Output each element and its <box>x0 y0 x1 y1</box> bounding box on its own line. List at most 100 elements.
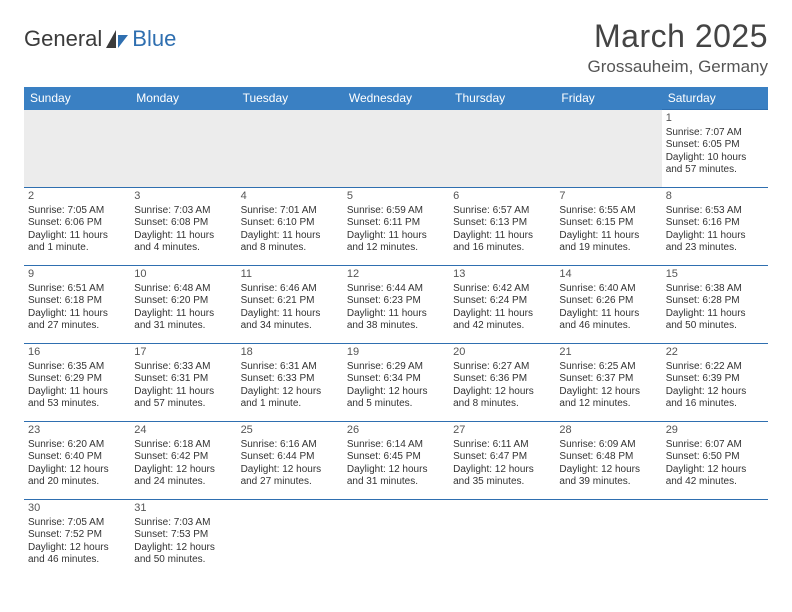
weekday-header: Friday <box>555 87 661 110</box>
logo: General Blue <box>24 26 176 52</box>
sunrise-text: Sunrise: 7:07 AM <box>666 127 764 140</box>
day-number: 4 <box>241 190 339 204</box>
daylight-text: Daylight: 11 hours and 16 minutes. <box>453 230 551 255</box>
sunrise-text: Sunrise: 6:25 AM <box>559 361 657 374</box>
sunrise-text: Sunrise: 6:11 AM <box>453 439 551 452</box>
day-number: 15 <box>666 268 764 282</box>
sunset-text: Sunset: 6:33 PM <box>241 373 339 386</box>
day-cell: 9Sunrise: 6:51 AMSunset: 6:18 PMDaylight… <box>24 266 130 344</box>
empty-cell <box>449 500 555 578</box>
sunset-text: Sunset: 6:42 PM <box>134 451 232 464</box>
sunrise-text: Sunrise: 6:33 AM <box>134 361 232 374</box>
sunrise-text: Sunrise: 6:42 AM <box>453 283 551 296</box>
calendar-row: 9Sunrise: 6:51 AMSunset: 6:18 PMDaylight… <box>24 266 768 344</box>
daylight-text: Daylight: 12 hours and 27 minutes. <box>241 464 339 489</box>
empty-cell <box>130 110 236 188</box>
daylight-text: Daylight: 12 hours and 50 minutes. <box>134 542 232 567</box>
day-number: 28 <box>559 424 657 438</box>
sunset-text: Sunset: 6:50 PM <box>666 451 764 464</box>
day-cell: 16Sunrise: 6:35 AMSunset: 6:29 PMDayligh… <box>24 344 130 422</box>
day-cell: 28Sunrise: 6:09 AMSunset: 6:48 PMDayligh… <box>555 422 661 500</box>
daylight-text: Daylight: 12 hours and 24 minutes. <box>134 464 232 489</box>
sunrise-text: Sunrise: 6:27 AM <box>453 361 551 374</box>
day-cell: 26Sunrise: 6:14 AMSunset: 6:45 PMDayligh… <box>343 422 449 500</box>
empty-cell <box>343 110 449 188</box>
day-cell: 4Sunrise: 7:01 AMSunset: 6:10 PMDaylight… <box>237 188 343 266</box>
day-cell: 17Sunrise: 6:33 AMSunset: 6:31 PMDayligh… <box>130 344 236 422</box>
day-cell: 27Sunrise: 6:11 AMSunset: 6:47 PMDayligh… <box>449 422 555 500</box>
day-cell: 18Sunrise: 6:31 AMSunset: 6:33 PMDayligh… <box>237 344 343 422</box>
sunrise-text: Sunrise: 6:59 AM <box>347 205 445 218</box>
empty-cell <box>237 500 343 578</box>
day-number: 19 <box>347 346 445 360</box>
day-cell: 24Sunrise: 6:18 AMSunset: 6:42 PMDayligh… <box>130 422 236 500</box>
empty-cell <box>24 110 130 188</box>
sunset-text: Sunset: 6:28 PM <box>666 295 764 308</box>
empty-cell <box>449 110 555 188</box>
day-number: 27 <box>453 424 551 438</box>
day-cell: 21Sunrise: 6:25 AMSunset: 6:37 PMDayligh… <box>555 344 661 422</box>
daylight-text: Daylight: 12 hours and 8 minutes. <box>453 386 551 411</box>
day-cell: 7Sunrise: 6:55 AMSunset: 6:15 PMDaylight… <box>555 188 661 266</box>
calendar-row: 2Sunrise: 7:05 AMSunset: 6:06 PMDaylight… <box>24 188 768 266</box>
sunset-text: Sunset: 7:52 PM <box>28 529 126 542</box>
sunset-text: Sunset: 6:34 PM <box>347 373 445 386</box>
sunrise-text: Sunrise: 6:46 AM <box>241 283 339 296</box>
header: General Blue March 2025 Grossauheim, Ger… <box>24 18 768 77</box>
empty-cell <box>555 110 661 188</box>
weekday-header: Sunday <box>24 87 130 110</box>
sunrise-text: Sunrise: 6:40 AM <box>559 283 657 296</box>
sunset-text: Sunset: 6:16 PM <box>666 217 764 230</box>
calendar-table: SundayMondayTuesdayWednesdayThursdayFrid… <box>24 87 768 578</box>
day-cell: 19Sunrise: 6:29 AMSunset: 6:34 PMDayligh… <box>343 344 449 422</box>
sunrise-text: Sunrise: 6:55 AM <box>559 205 657 218</box>
location-label: Grossauheim, Germany <box>588 57 768 77</box>
sunset-text: Sunset: 6:45 PM <box>347 451 445 464</box>
day-cell: 23Sunrise: 6:20 AMSunset: 6:40 PMDayligh… <box>24 422 130 500</box>
sunrise-text: Sunrise: 6:07 AM <box>666 439 764 452</box>
daylight-text: Daylight: 11 hours and 23 minutes. <box>666 230 764 255</box>
day-number: 14 <box>559 268 657 282</box>
day-cell: 5Sunrise: 6:59 AMSunset: 6:11 PMDaylight… <box>343 188 449 266</box>
sunrise-text: Sunrise: 7:03 AM <box>134 517 232 530</box>
sunrise-text: Sunrise: 6:48 AM <box>134 283 232 296</box>
daylight-text: Daylight: 11 hours and 42 minutes. <box>453 308 551 333</box>
sunrise-text: Sunrise: 6:16 AM <box>241 439 339 452</box>
daylight-text: Daylight: 11 hours and 4 minutes. <box>134 230 232 255</box>
sunset-text: Sunset: 6:47 PM <box>453 451 551 464</box>
sunset-text: Sunset: 6:13 PM <box>453 217 551 230</box>
day-number: 22 <box>666 346 764 360</box>
day-cell: 29Sunrise: 6:07 AMSunset: 6:50 PMDayligh… <box>662 422 768 500</box>
calendar-row: 1Sunrise: 7:07 AMSunset: 6:05 PMDaylight… <box>24 110 768 188</box>
daylight-text: Daylight: 12 hours and 16 minutes. <box>666 386 764 411</box>
daylight-text: Daylight: 12 hours and 5 minutes. <box>347 386 445 411</box>
daylight-text: Daylight: 11 hours and 1 minute. <box>28 230 126 255</box>
day-number: 10 <box>134 268 232 282</box>
day-number: 8 <box>666 190 764 204</box>
day-cell: 8Sunrise: 6:53 AMSunset: 6:16 PMDaylight… <box>662 188 768 266</box>
sunrise-text: Sunrise: 6:44 AM <box>347 283 445 296</box>
empty-cell <box>343 500 449 578</box>
day-number: 16 <box>28 346 126 360</box>
day-number: 2 <box>28 190 126 204</box>
sunrise-text: Sunrise: 7:01 AM <box>241 205 339 218</box>
weekday-header: Monday <box>130 87 236 110</box>
day-cell: 22Sunrise: 6:22 AMSunset: 6:39 PMDayligh… <box>662 344 768 422</box>
sunset-text: Sunset: 6:37 PM <box>559 373 657 386</box>
sunrise-text: Sunrise: 7:05 AM <box>28 205 126 218</box>
daylight-text: Daylight: 11 hours and 46 minutes. <box>559 308 657 333</box>
daylight-text: Daylight: 11 hours and 27 minutes. <box>28 308 126 333</box>
day-number: 12 <box>347 268 445 282</box>
daylight-text: Daylight: 11 hours and 53 minutes. <box>28 386 126 411</box>
daylight-text: Daylight: 12 hours and 31 minutes. <box>347 464 445 489</box>
day-number: 9 <box>28 268 126 282</box>
day-number: 7 <box>559 190 657 204</box>
sunrise-text: Sunrise: 6:09 AM <box>559 439 657 452</box>
day-number: 21 <box>559 346 657 360</box>
day-number: 13 <box>453 268 551 282</box>
sunrise-text: Sunrise: 6:51 AM <box>28 283 126 296</box>
sunset-text: Sunset: 6:39 PM <box>666 373 764 386</box>
page-title: March 2025 <box>588 18 768 55</box>
day-cell: 1Sunrise: 7:07 AMSunset: 6:05 PMDaylight… <box>662 110 768 188</box>
sunrise-text: Sunrise: 6:31 AM <box>241 361 339 374</box>
